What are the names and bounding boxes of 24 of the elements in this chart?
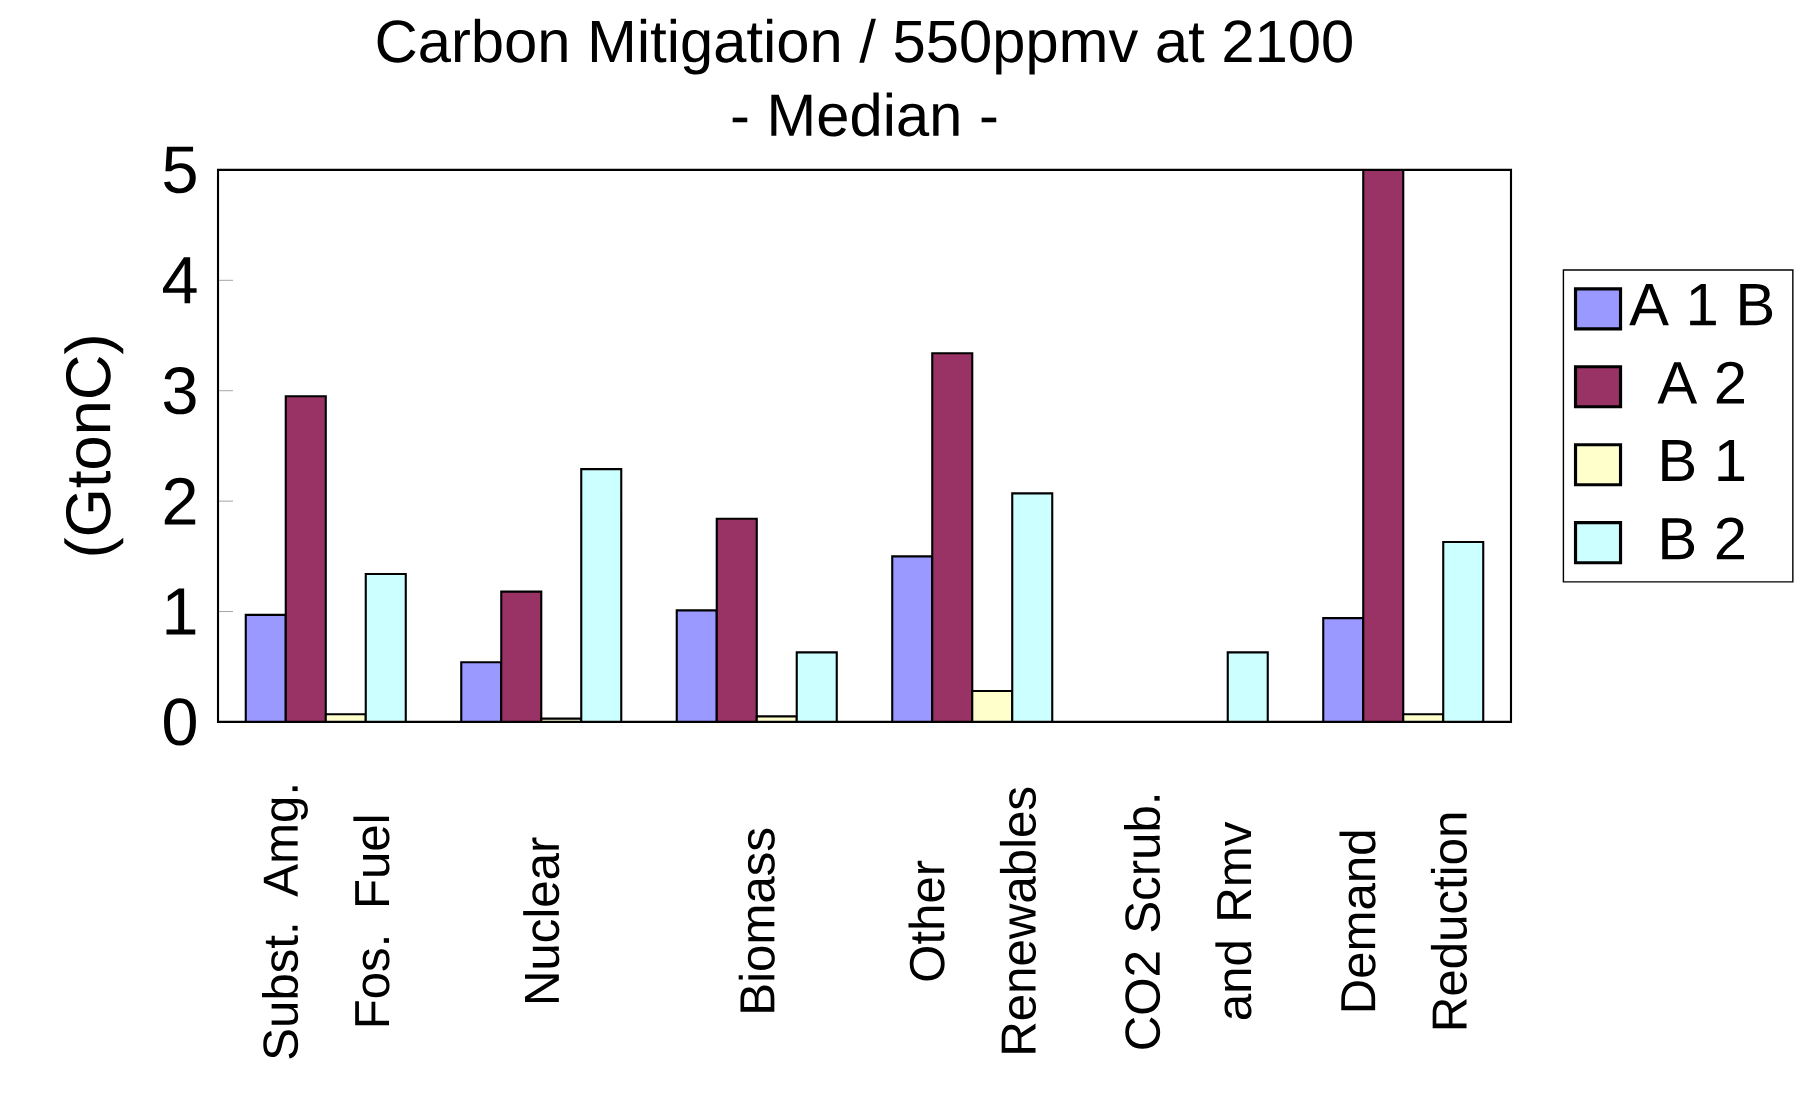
y-tick-label: 4 [162,257,197,304]
bar [1362,169,1405,722]
bar [500,590,543,722]
legend-label: B 2 [1662,517,1744,560]
bar [284,395,327,722]
bar [715,517,758,722]
x-tick-label: Nuclear [523,837,560,1003]
y-tick-label: 0 [164,698,196,746]
y-axis-title: (GtonC) [64,337,124,555]
x-tick-label: Biomass [738,828,775,1012]
x-tick-label: CO2 Scrub. and Rmv [1123,795,1252,1049]
chart-title: Carbon Mitigation / 550ppmv at 2100 [377,18,1352,75]
y-tick-label: 2 [164,477,196,525]
y-tick-label: 1 [166,588,196,635]
x-tick-label: Subst. Amg. Fos. Fuel [261,786,390,1059]
y-tick-label: 3 [163,367,196,415]
bar [931,352,974,722]
legend-label: A 2 [1657,361,1744,404]
chart-subtitle: - Median - [732,92,997,137]
x-tick-label: Other Renewables [908,787,1037,1053]
y-tick-label: 5 [164,146,196,194]
x-tick-label: Demand Reduction [1339,813,1468,1029]
legend-label: A 1 B [1629,283,1773,326]
legend-label: B 1 [1662,439,1745,482]
